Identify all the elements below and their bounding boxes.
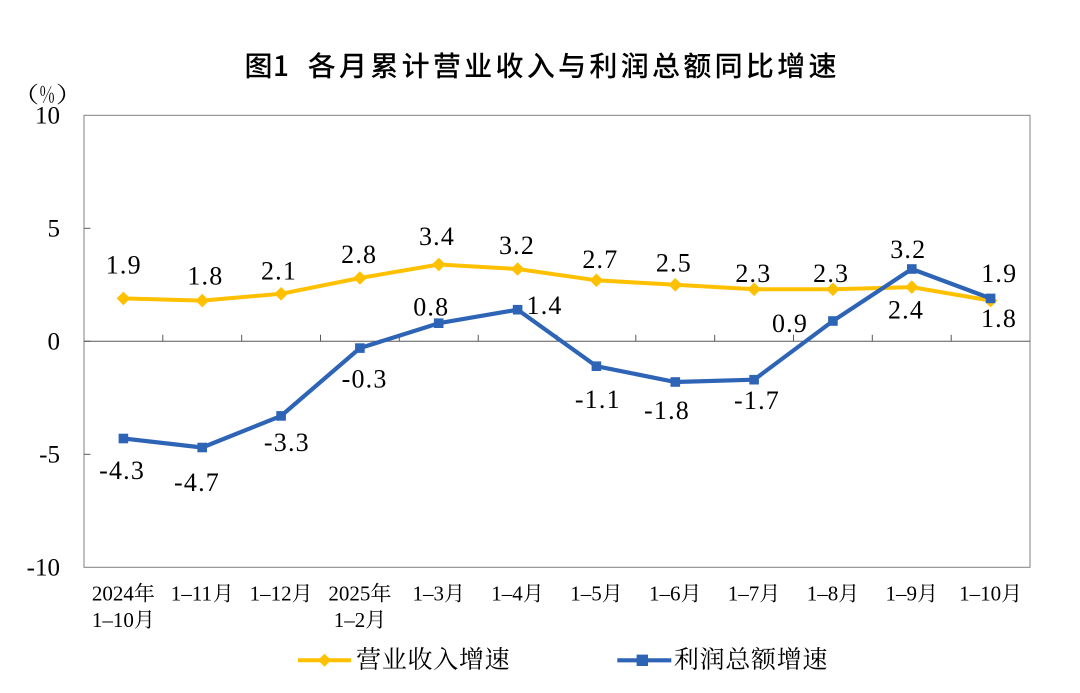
svg-text:1–9: 1–9 — [886, 582, 918, 606]
svg-text:3.4: 3.4 — [419, 222, 455, 251]
svg-text:1–8: 1–8 — [807, 582, 839, 606]
svg-text:-1.8: -1.8 — [644, 396, 690, 425]
svg-text:1–11: 1–11 — [171, 582, 212, 606]
svg-text:-5: -5 — [39, 442, 60, 469]
svg-text:2.7: 2.7 — [582, 245, 618, 274]
svg-text:-10: -10 — [27, 555, 60, 582]
svg-text:1–4: 1–4 — [491, 582, 523, 606]
svg-text:1.8: 1.8 — [981, 304, 1017, 333]
svg-text:2.1: 2.1 — [261, 257, 297, 286]
svg-text:1.8: 1.8 — [187, 262, 223, 291]
svg-text:5: 5 — [48, 216, 61, 243]
svg-text:0.8: 0.8 — [413, 293, 449, 322]
svg-text:1–12: 1–12 — [250, 582, 292, 606]
svg-text:1.9: 1.9 — [981, 259, 1017, 288]
svg-text:1–7: 1–7 — [728, 582, 760, 606]
svg-text:2.5: 2.5 — [656, 249, 692, 278]
svg-text:2.4: 2.4 — [888, 296, 924, 325]
svg-text:-4.3: -4.3 — [99, 456, 145, 485]
svg-text:1–3: 1–3 — [413, 582, 445, 606]
svg-text:2025: 2025 — [328, 582, 370, 606]
svg-text:-1.7: -1.7 — [734, 386, 780, 415]
svg-text:1.9: 1.9 — [106, 251, 142, 280]
svg-text:1.4: 1.4 — [527, 291, 563, 320]
svg-text:1–6: 1–6 — [649, 582, 681, 606]
svg-text:-4.7: -4.7 — [174, 468, 220, 497]
svg-text:1–10: 1–10 — [959, 582, 1001, 606]
svg-text:1–5: 1–5 — [570, 582, 602, 606]
svg-text:2.3: 2.3 — [735, 259, 771, 288]
svg-text:-0.3: -0.3 — [342, 365, 388, 394]
svg-text:2.8: 2.8 — [341, 240, 377, 269]
svg-text:2024: 2024 — [92, 582, 134, 606]
svg-text:2.3: 2.3 — [813, 259, 849, 288]
svg-text:3.2: 3.2 — [890, 235, 926, 264]
svg-text:0: 0 — [48, 329, 61, 356]
svg-text:10: 10 — [35, 103, 60, 130]
svg-text:0.9: 0.9 — [772, 309, 808, 338]
svg-text:-1.1: -1.1 — [575, 385, 621, 414]
svg-text:-3.3: -3.3 — [264, 428, 310, 457]
svg-text:1–2: 1–2 — [334, 608, 366, 632]
svg-text:1–10: 1–10 — [92, 608, 134, 632]
svg-text:3.2: 3.2 — [499, 231, 535, 260]
